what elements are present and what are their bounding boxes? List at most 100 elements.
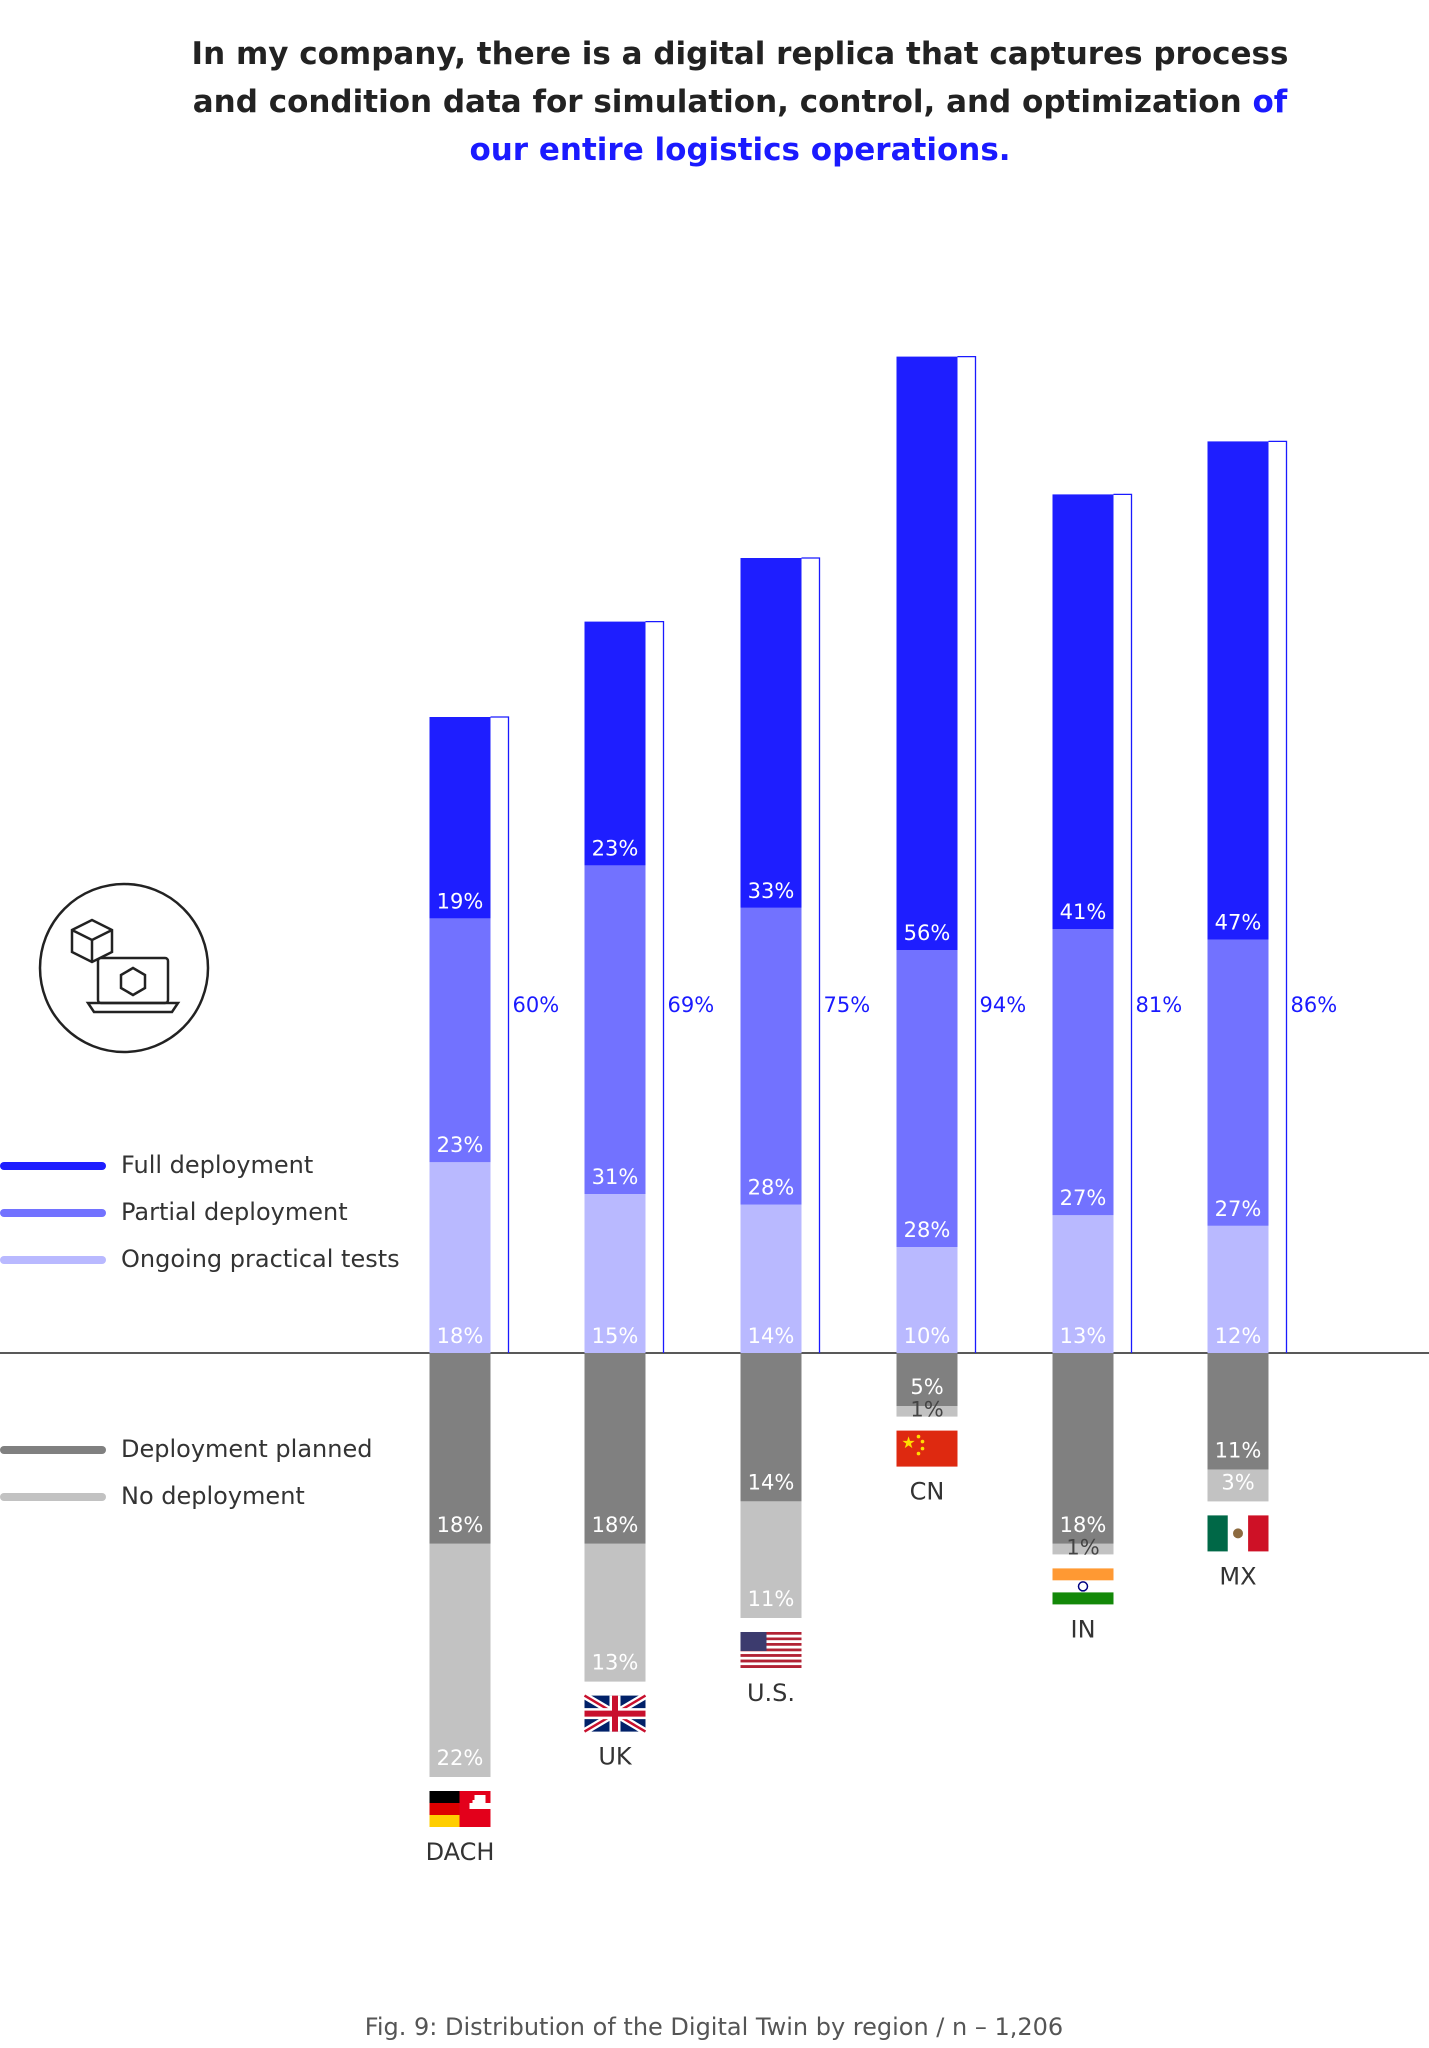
segment-label: 18% — [437, 1324, 484, 1348]
segment-label: 1% — [910, 1398, 943, 1422]
segment-label: 56% — [904, 921, 951, 945]
total-label: 69% — [668, 993, 715, 1017]
bar-segment — [584, 1353, 646, 1544]
flag-part — [740, 1632, 802, 1635]
segment-label: 5% — [910, 1375, 943, 1399]
segment-label: 11% — [748, 1587, 795, 1611]
segment-label: 23% — [437, 1133, 484, 1157]
legend-label: Deployment planned — [121, 1435, 372, 1463]
flag — [582, 1692, 648, 1735]
segment-label: 13% — [592, 1651, 639, 1675]
flag-part — [1207, 1515, 1228, 1552]
bar-segment — [1207, 939, 1269, 1226]
bar-segment — [1052, 929, 1114, 1216]
flag-part — [916, 1451, 921, 1456]
bar-segment — [1207, 441, 1269, 940]
legend-label: No deployment — [121, 1482, 305, 1510]
total-label: 75% — [824, 993, 871, 1017]
flag-part — [1248, 1515, 1269, 1552]
bar-segment — [740, 558, 802, 908]
bar-segment — [584, 621, 646, 866]
flag — [740, 1632, 802, 1668]
bar-segment — [740, 1501, 802, 1618]
flag-part — [740, 1648, 802, 1652]
total-label: 60% — [513, 993, 560, 1017]
bar-segment — [429, 918, 491, 1163]
flag-part — [1052, 1568, 1114, 1581]
segment-label: 27% — [1060, 1186, 1107, 1210]
bar-segment — [740, 907, 802, 1205]
flag-part — [740, 1632, 767, 1651]
flag-part — [740, 1651, 802, 1655]
segment-label: 28% — [904, 1218, 951, 1242]
bar-segment — [1052, 1215, 1114, 1353]
segment-label: 18% — [1060, 1513, 1107, 1537]
flag-part — [896, 1430, 958, 1467]
total-bracket — [801, 557, 821, 1353]
flag-part — [740, 1637, 802, 1641]
bar-segment — [1207, 1469, 1269, 1502]
legend-label: Ongoing practical tests — [121, 1245, 400, 1273]
total-bracket — [1113, 493, 1133, 1353]
bar-segment — [896, 950, 958, 1247]
flag-part — [920, 1446, 925, 1451]
twin-icon — [38, 882, 210, 1054]
flag-part: ★ — [901, 1433, 915, 1452]
flag-part — [920, 1439, 925, 1444]
flag-part — [740, 1662, 802, 1666]
legend-label: Full deployment — [121, 1151, 313, 1179]
segment-label: 14% — [748, 1470, 795, 1494]
flag-part — [584, 1695, 646, 1732]
segment-label: 31% — [592, 1165, 639, 1189]
segment-label: 28% — [748, 1176, 795, 1200]
segment-label: 1% — [1066, 1535, 1099, 1559]
region-label: IN — [1070, 1615, 1095, 1643]
segment-label: 11% — [1215, 1439, 1262, 1463]
flag-part — [740, 1645, 802, 1649]
legend-label: Partial deployment — [121, 1198, 348, 1226]
bar-segment — [429, 1353, 491, 1544]
bar-segment — [429, 1162, 491, 1353]
bar-segment — [740, 1353, 802, 1502]
bar-segment — [1207, 1353, 1269, 1470]
bar-segment — [896, 1353, 958, 1406]
flag-part — [740, 1634, 802, 1638]
flag-part — [1077, 1581, 1089, 1592]
bar-segment — [1207, 1225, 1269, 1353]
total-bracket — [1268, 440, 1288, 1353]
bar-segment — [1052, 1543, 1114, 1555]
flag-part — [1052, 1592, 1114, 1605]
region-label: U.S. — [747, 1679, 795, 1707]
flag-part — [429, 1791, 460, 1803]
flag — [1052, 1568, 1114, 1605]
segment-label: 18% — [437, 1513, 484, 1537]
segment-label: 27% — [1215, 1197, 1262, 1221]
segment-label: 19% — [437, 889, 484, 913]
bar-segment — [584, 1543, 646, 1682]
region-label: DACH — [426, 1838, 495, 1866]
flag-part — [469, 1795, 491, 1809]
total-bracket — [490, 716, 510, 1353]
segment-label: 47% — [1215, 911, 1262, 935]
title-text: In my company, there is a digital replic… — [191, 36, 1289, 120]
segment-label: 23% — [592, 836, 639, 860]
flag: ★ — [896, 1430, 958, 1467]
title-highlight: of our entire logistics operations. — [469, 84, 1288, 168]
flag-part — [740, 1654, 802, 1657]
bar-segment — [1052, 494, 1114, 929]
flag-part — [1052, 1580, 1114, 1593]
bar-segment — [584, 1194, 646, 1353]
bar-segment — [896, 1247, 958, 1353]
caption: Fig. 9: Distribution of the Digital Twin… — [365, 2013, 1063, 2041]
bar-segment — [740, 1204, 802, 1353]
segment-label: 33% — [748, 879, 795, 903]
segment-label: 15% — [592, 1324, 639, 1348]
chart-title: In my company, there is a digital replic… — [175, 30, 1305, 174]
flag-part — [429, 1815, 460, 1827]
bar-segment — [429, 1543, 491, 1777]
region-label: MX — [1219, 1562, 1256, 1590]
flag — [1207, 1515, 1269, 1552]
flag-part — [740, 1659, 802, 1663]
flag-part — [740, 1656, 802, 1660]
region-label: UK — [598, 1743, 633, 1771]
